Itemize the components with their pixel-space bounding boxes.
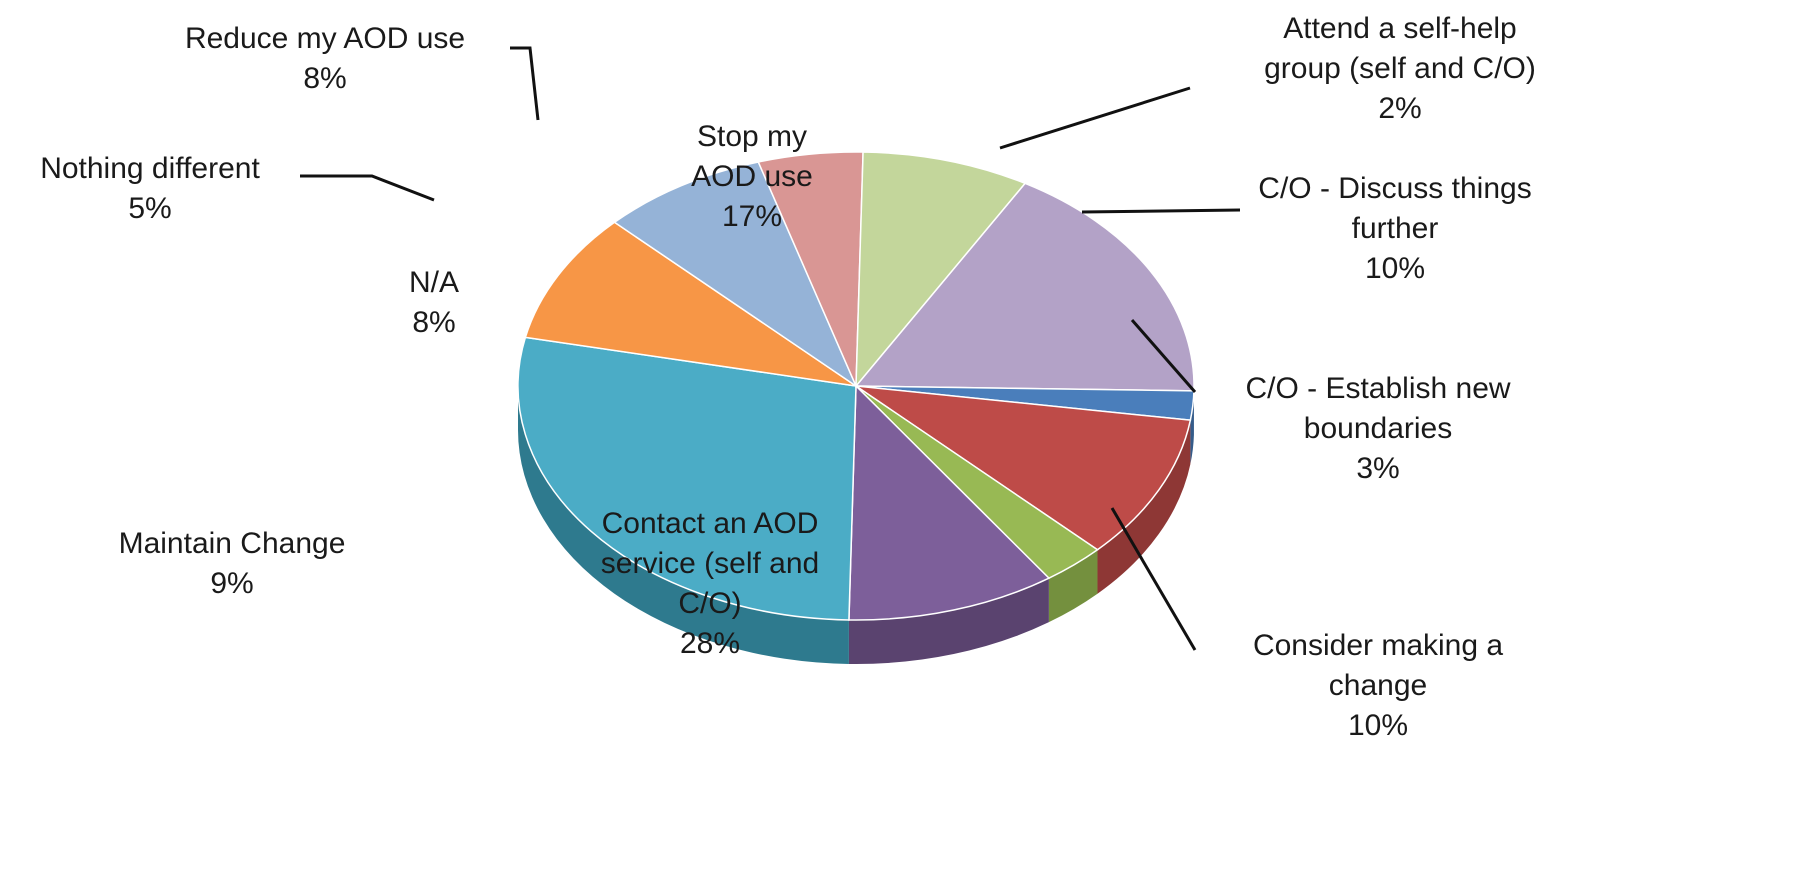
- leader-line-attend-a-self-help-group-self-and-c-o-: [999, 86, 1191, 150]
- pie-slice-reduce-my-aod-use: [855, 151, 1027, 389]
- slice-label-nothing-different: Nothing different: [40, 152, 260, 185]
- slice-label-attend-a-self-help-group-self-and-c-o-: Attend a self-help: [1283, 12, 1516, 45]
- pie-top-faces: [517, 151, 1195, 621]
- slice-label-c-o-establish-new-boundaries: boundaries: [1304, 412, 1452, 445]
- slice-percent-n-a: 8%: [412, 306, 455, 339]
- slice-label-stop-my-aod-use: Stop my: [697, 120, 807, 153]
- pie-slice-n-a: [613, 161, 858, 389]
- slice-label-maintain-change: Maintain Change: [119, 527, 346, 560]
- pie-side-consider-making-a-change: [848, 578, 1049, 664]
- slice-label-c-o-discuss-things-further: further: [1352, 212, 1439, 245]
- pie-slice-stop-my-aod-use: [854, 182, 1195, 392]
- pie-side-c-o-discuss-things-further: [1097, 420, 1191, 594]
- leader-line-reduce-my-aod-use: [510, 46, 540, 121]
- slice-label-contact-an-aod-service-self-and-c-o-: service (self and: [601, 547, 819, 580]
- slice-label-c-o-establish-new-boundaries: C/O - Establish new: [1245, 372, 1510, 405]
- pie-slice-consider-making-a-change: [848, 384, 1051, 621]
- slice-label-consider-making-a-change: Consider making a: [1253, 629, 1503, 662]
- slice-percent-maintain-change: 9%: [210, 567, 253, 600]
- slice-label-attend-a-self-help-group-self-and-c-o-: group (self and C/O): [1264, 52, 1536, 85]
- pie-slice-c-o-discuss-things-further: [855, 385, 1192, 551]
- leader-line-c-o-discuss-things-further: [1081, 208, 1241, 214]
- slice-percent-nothing-different: 5%: [128, 192, 171, 225]
- slice-labels: Stop my AOD use 17% Attend a self-help group…: [40, 12, 1536, 742]
- slice-label-reduce-my-aod-use: Reduce my AOD use: [185, 22, 465, 55]
- slice-percent-c-o-discuss-things-further: 10%: [1365, 252, 1425, 285]
- pie-side-walls: [518, 386, 1194, 664]
- pie-side-contact-an-aod-service-self-and-c-o-: [518, 386, 849, 664]
- slice-label-stop-my-aod-use: AOD use: [691, 160, 813, 193]
- slice-label-consider-making-a-change: change: [1329, 669, 1427, 702]
- slice-percent-contact-an-aod-service-self-and-c-o-: 28%: [680, 627, 740, 660]
- slice-percent-reduce-my-aod-use: 8%: [303, 62, 346, 95]
- slice-percent-c-o-establish-new-boundaries: 3%: [1356, 452, 1399, 485]
- leader-line-c-o-establish-new-boundaries: [1130, 319, 1197, 393]
- slice-percent-attend-a-self-help-group-self-and-c-o-: 2%: [1378, 92, 1421, 125]
- pie-side-c-o-establish-new-boundaries: [1048, 549, 1098, 623]
- slice-label-c-o-discuss-things-further: C/O - Discuss things: [1258, 172, 1531, 205]
- slice-label-contact-an-aod-service-self-and-c-o-: Contact an AOD: [602, 507, 819, 540]
- pie-slice-maintain-change: [524, 221, 857, 387]
- slice-label-n-a: N/A: [409, 266, 459, 299]
- slice-percent-consider-making-a-change: 10%: [1348, 709, 1408, 742]
- pie-slice-contact-an-aod-service-self-and-c-o-: [517, 336, 857, 621]
- slice-percent-stop-my-aod-use: 17%: [722, 200, 782, 233]
- leader-lines: [300, 46, 1241, 651]
- leader-line-consider-making-a-change: [1110, 507, 1197, 651]
- slice-label-contact-an-aod-service-self-and-c-o-: C/O): [678, 587, 741, 620]
- leader-line-nothing-different: [300, 174, 435, 202]
